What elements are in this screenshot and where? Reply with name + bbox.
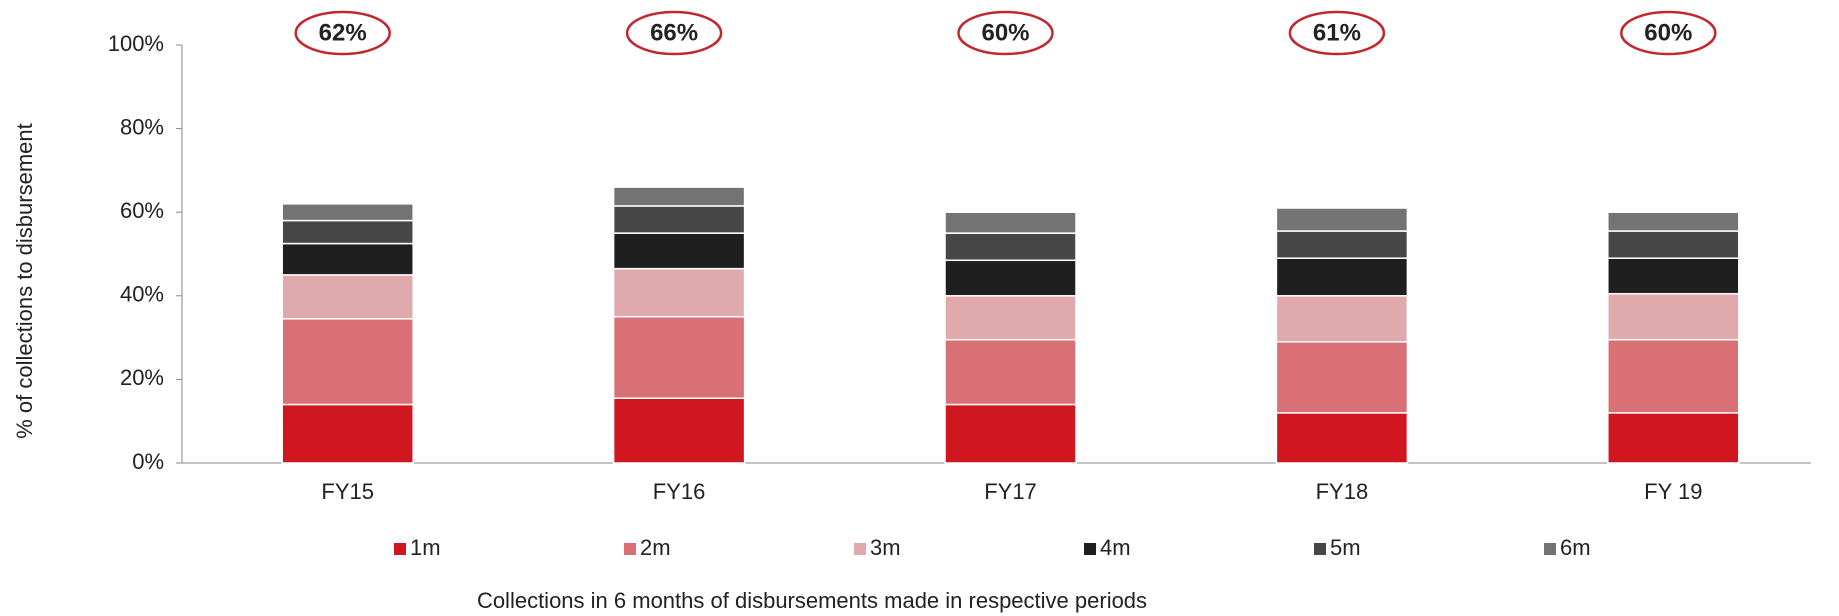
- legend-swatch: [1084, 543, 1096, 555]
- bar-segment: [944, 259, 1077, 297]
- x-tick-label: FY17: [984, 479, 1037, 504]
- bar-segment: [1275, 341, 1409, 414]
- bar-segment: [944, 211, 1077, 234]
- legend-swatch: [1314, 543, 1326, 555]
- bar-segment: [281, 219, 414, 245]
- bar-segment: [1607, 211, 1740, 232]
- x-tick-label: FY18: [1316, 479, 1369, 504]
- bar-segment: [281, 274, 414, 320]
- bar-segment: [1607, 338, 1740, 414]
- annotation: 60%: [1644, 19, 1692, 46]
- legend-label: 3m: [870, 535, 901, 560]
- annotation: 62%: [319, 19, 367, 46]
- annotation-ellipse: [625, 10, 723, 56]
- bar-segment: [944, 232, 1077, 262]
- y-axis-label: % of collections to disbursement: [12, 123, 37, 439]
- bar-segment: [612, 397, 746, 464]
- bar-segment: [612, 267, 746, 318]
- bar-segment: [612, 186, 746, 207]
- bar-segment: [612, 232, 746, 270]
- x-tick-label: FY15: [321, 479, 374, 504]
- annotation: 66%: [650, 19, 698, 46]
- legend-swatch: [854, 543, 866, 555]
- bar-segment: [944, 295, 1077, 341]
- bar-segment: [281, 403, 414, 464]
- bar-segment: [1275, 257, 1409, 297]
- legend-label: 2m: [640, 535, 671, 560]
- legend-label: 6m: [1560, 535, 1591, 560]
- bar-segment: [612, 315, 746, 399]
- bar-segment: [281, 203, 414, 222]
- legend-swatch: [394, 543, 406, 555]
- bar-segment: [1275, 295, 1409, 343]
- bar-segment: [944, 338, 1077, 406]
- bar-segment: [612, 205, 746, 234]
- bar-segment: [1607, 257, 1740, 295]
- x-tick-label: FY16: [653, 479, 706, 504]
- bar-segment: [1275, 207, 1409, 232]
- x-axis-label: Collections in 6 months of disbursements…: [477, 588, 1147, 613]
- bar-segment: [1607, 230, 1740, 259]
- y-tick-label: 80%: [120, 114, 164, 139]
- annotation-ellipse: [1620, 10, 1717, 56]
- bar-segment: [944, 403, 1077, 464]
- annotation-ellipse: [294, 10, 391, 56]
- y-tick-label: 40%: [120, 282, 164, 307]
- annotation: 60%: [981, 19, 1029, 46]
- bar-segment: [281, 242, 414, 276]
- bar-segment: [281, 318, 414, 406]
- y-tick-label: 100%: [108, 31, 164, 56]
- legend-swatch: [624, 543, 636, 555]
- annotation: 61%: [1313, 19, 1361, 46]
- y-tick-label: 0%: [132, 449, 164, 474]
- annotation-ellipse: [1288, 10, 1386, 56]
- bar-segment: [1275, 230, 1409, 259]
- legend-label: 5m: [1330, 535, 1361, 560]
- bar-segment: [1275, 412, 1409, 464]
- y-tick-label: 20%: [120, 365, 164, 390]
- legend-label: 4m: [1100, 535, 1131, 560]
- x-tick-label: FY 19: [1644, 479, 1702, 504]
- legend-swatch: [1544, 543, 1556, 555]
- bar-segment: [1607, 412, 1740, 464]
- y-tick-label: 60%: [120, 198, 164, 223]
- legend-label: 1m: [410, 535, 441, 560]
- bar-segment: [1607, 292, 1740, 341]
- annotation-ellipse: [957, 10, 1054, 56]
